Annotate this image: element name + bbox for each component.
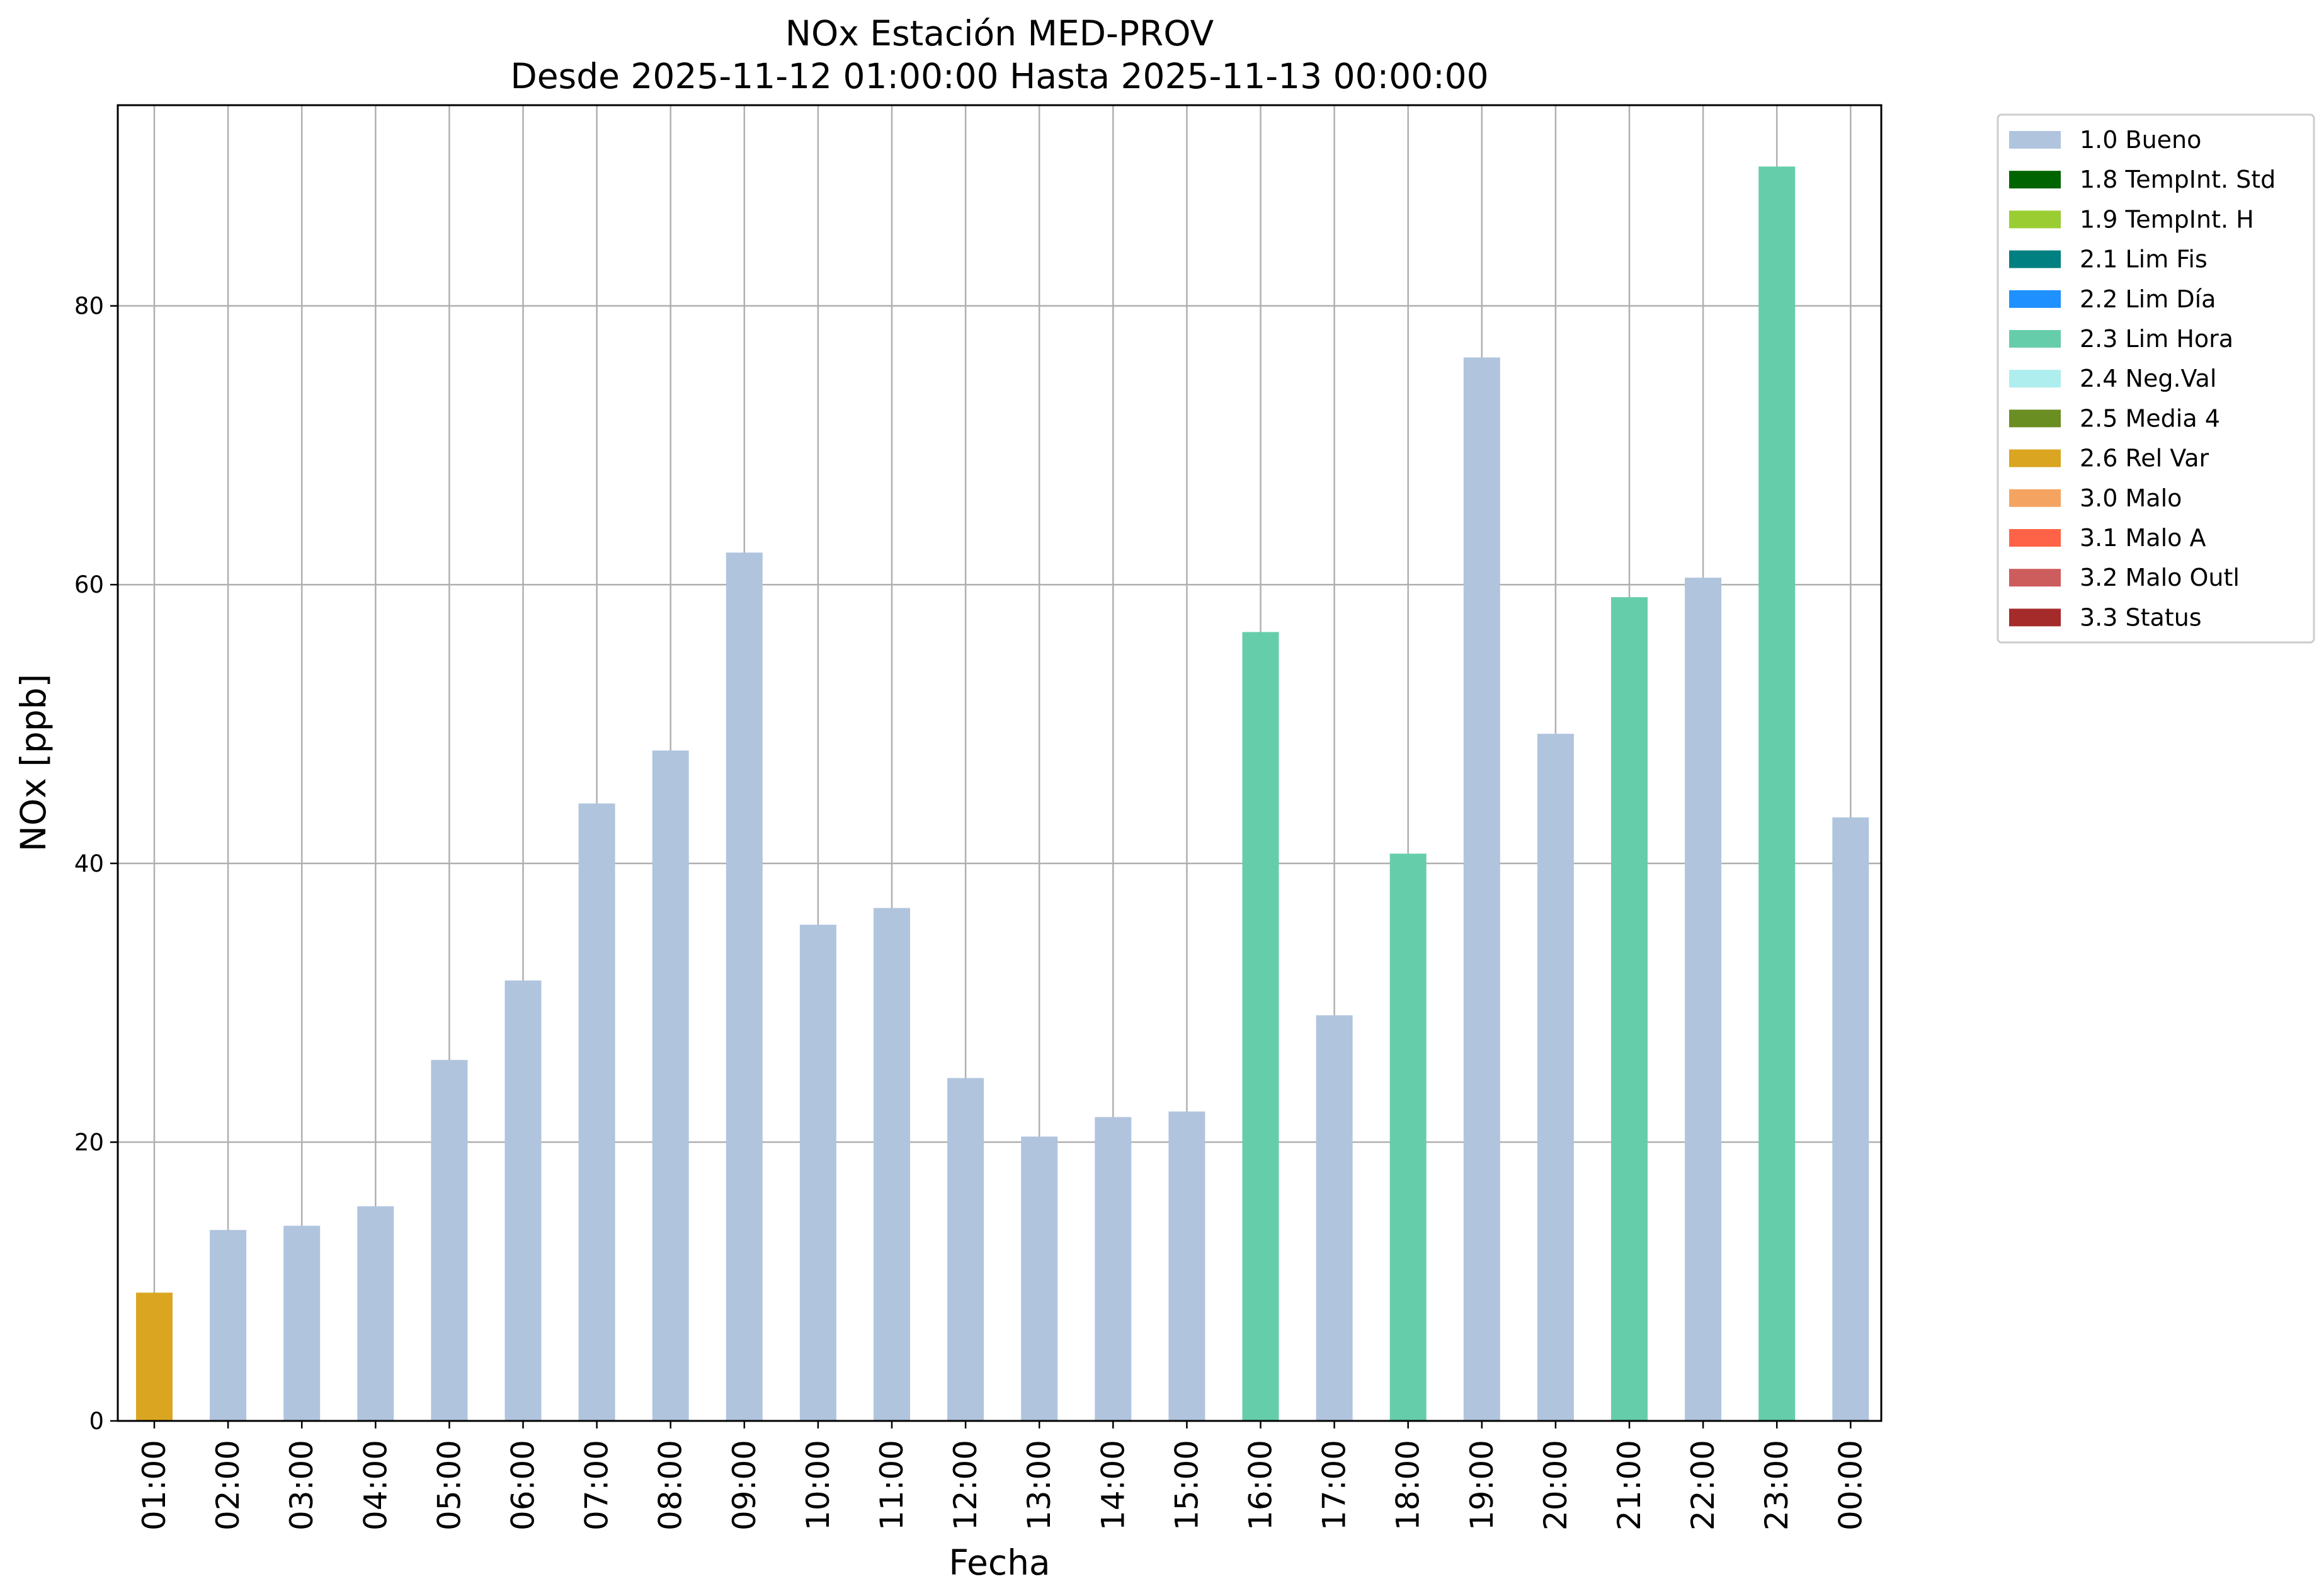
legend-label: 2.6 Rel Var bbox=[2080, 445, 2209, 472]
x-axis-ticks: 01:00 02:00 03:00 04:00 05:00 06:00 07:00 08:00… bbox=[136, 1421, 1869, 1530]
bar-1100 bbox=[874, 908, 910, 1421]
x-tick-label: 11:00 bbox=[874, 1440, 910, 1530]
x-tick-label: 21:00 bbox=[1611, 1440, 1648, 1530]
legend-swatch bbox=[2009, 131, 2061, 149]
legend-swatch bbox=[2009, 569, 2061, 587]
bar-1300 bbox=[1021, 1136, 1058, 1421]
y-tick-label: 20 bbox=[74, 1129, 104, 1156]
bar-0100 bbox=[136, 1292, 173, 1421]
x-tick-label: 12:00 bbox=[947, 1440, 984, 1530]
x-tick-label: 15:00 bbox=[1168, 1440, 1205, 1530]
legend-label: 3.2 Malo Outl bbox=[2080, 564, 2240, 591]
y-axis-label: NOx [ppb] bbox=[13, 674, 54, 852]
bar-0600 bbox=[504, 980, 542, 1421]
bar-0400 bbox=[357, 1206, 394, 1421]
x-tick-label: 01:00 bbox=[136, 1440, 173, 1530]
legend-swatch bbox=[2009, 409, 2061, 428]
plot-frame bbox=[117, 104, 1883, 1422]
x-tick-label: 18:00 bbox=[1390, 1440, 1427, 1530]
x-tick-label: 07:00 bbox=[579, 1440, 615, 1530]
x-tick-label: 19:00 bbox=[1464, 1440, 1500, 1530]
bar-2000 bbox=[1537, 734, 1574, 1421]
y-tick-label: 60 bbox=[74, 571, 104, 598]
x-tick-label: 02:00 bbox=[210, 1440, 246, 1530]
x-axis-label: Fecha bbox=[949, 1542, 1050, 1583]
legend-swatch bbox=[2009, 330, 2061, 348]
legend-swatch bbox=[2009, 489, 2061, 507]
legend-swatch bbox=[2009, 290, 2061, 308]
chart-title: NOx Estación MED-PROV bbox=[785, 13, 1214, 54]
x-tick-label: 22:00 bbox=[1685, 1440, 1721, 1530]
bar-0200 bbox=[210, 1229, 247, 1421]
bar-1900 bbox=[1463, 357, 1500, 1421]
legend-swatch bbox=[2009, 210, 2061, 229]
legend-swatch bbox=[2009, 370, 2061, 388]
legend-swatch bbox=[2009, 608, 2061, 627]
legend-label: 3.0 Malo bbox=[2080, 484, 2182, 512]
bar-2200 bbox=[1685, 578, 1722, 1421]
bar-1200 bbox=[947, 1078, 984, 1421]
legend-label: 2.1 Lim Fis bbox=[2080, 246, 2208, 273]
legend-label: 3.1 Malo A bbox=[2080, 524, 2206, 552]
legend-label: 1.9 TempInt. H bbox=[2080, 205, 2254, 233]
y-axis-ticks: 0 20 40 60 80 bbox=[74, 293, 118, 1435]
bar-0500 bbox=[431, 1059, 468, 1421]
x-tick-label: 03:00 bbox=[283, 1440, 320, 1530]
bar-0000 bbox=[1832, 817, 1869, 1421]
legend-label: 1.8 TempInt. Std bbox=[2080, 166, 2276, 193]
y-tick-label: 40 bbox=[74, 850, 104, 877]
y-tick-label: 0 bbox=[89, 1408, 104, 1435]
chart-subtitle: Desde 2025-11-12 01:00:00 Hasta 2025-11-… bbox=[510, 56, 1488, 96]
bar-2100 bbox=[1611, 597, 1648, 1421]
x-tick-label: 10:00 bbox=[800, 1440, 836, 1530]
bar-1400 bbox=[1095, 1117, 1132, 1421]
bar-1800 bbox=[1389, 853, 1427, 1421]
legend-label: 2.3 Lim Hora bbox=[2080, 325, 2233, 353]
legend-label: 2.5 Media 4 bbox=[2080, 404, 2220, 432]
bar-1000 bbox=[799, 925, 836, 1421]
x-tick-label: 14:00 bbox=[1095, 1440, 1131, 1530]
bar-1600 bbox=[1242, 632, 1279, 1422]
legend-label: 1.0 Bueno bbox=[2080, 126, 2201, 154]
legend-swatch bbox=[2009, 529, 2061, 547]
legend: 1.0 Bueno 1.8 TempInt. Std 1.9 TempInt. H 2… bbox=[1997, 113, 2315, 644]
legend-swatch bbox=[2009, 250, 2061, 268]
bar-1700 bbox=[1316, 1015, 1353, 1421]
x-tick-label: 23:00 bbox=[1758, 1440, 1795, 1530]
x-tick-label: 09:00 bbox=[726, 1440, 763, 1530]
legend-swatch bbox=[2009, 171, 2061, 189]
x-tick-label: 06:00 bbox=[505, 1440, 542, 1530]
legend-label: 2.4 Neg.Val bbox=[2080, 365, 2216, 392]
bar-1500 bbox=[1168, 1111, 1205, 1421]
legend-label: 3.3 Status bbox=[2080, 603, 2202, 631]
x-tick-label: 00:00 bbox=[1832, 1440, 1869, 1530]
x-tick-label: 04:00 bbox=[357, 1440, 394, 1530]
y-tick-label: 80 bbox=[74, 293, 104, 320]
x-tick-label: 16:00 bbox=[1243, 1440, 1279, 1530]
legend-box bbox=[1997, 113, 2315, 644]
x-tick-label: 17:00 bbox=[1316, 1440, 1353, 1530]
x-tick-label: 13:00 bbox=[1021, 1440, 1057, 1530]
x-tick-label: 20:00 bbox=[1537, 1440, 1574, 1530]
bar-0300 bbox=[283, 1226, 321, 1421]
bar-0700 bbox=[578, 803, 615, 1421]
x-tick-label: 08:00 bbox=[652, 1440, 689, 1530]
bar-0800 bbox=[652, 750, 689, 1421]
bars bbox=[136, 166, 1869, 1422]
x-tick-label: 05:00 bbox=[431, 1440, 467, 1530]
bar-0900 bbox=[726, 552, 763, 1421]
bar-2300 bbox=[1758, 166, 1796, 1421]
legend-label: 2.2 Lim Día bbox=[2080, 285, 2216, 313]
legend-swatch bbox=[2009, 449, 2061, 467]
